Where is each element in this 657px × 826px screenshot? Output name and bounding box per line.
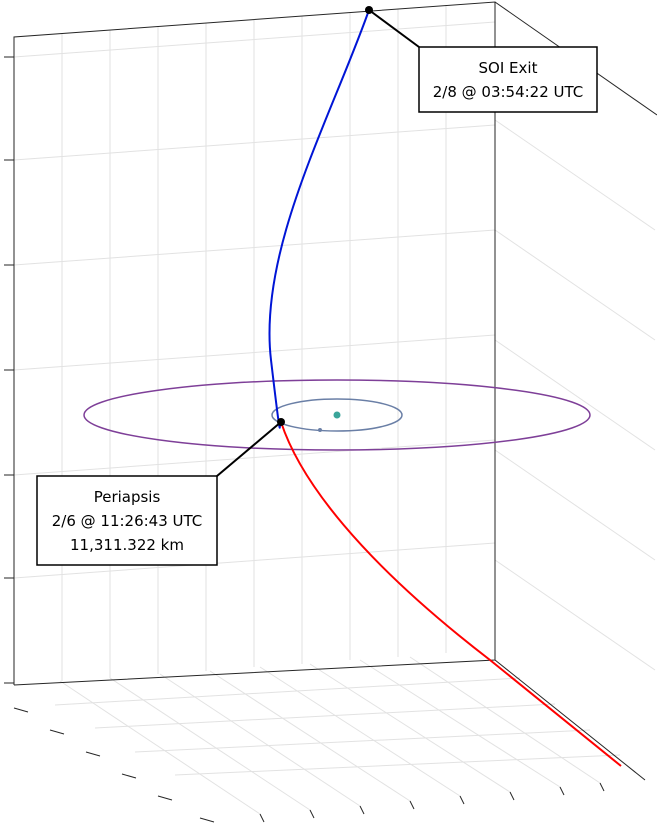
outer-orbit bbox=[83, 379, 591, 451]
inner-orbit bbox=[271, 398, 403, 432]
annotation-text: Periapsis bbox=[94, 488, 161, 506]
moon bbox=[318, 428, 322, 432]
annotation-text: 11,311.322 km bbox=[70, 536, 184, 554]
annotation-text: 2/8 @ 03:54:22 UTC bbox=[433, 83, 584, 101]
leader-line bbox=[216, 421, 282, 477]
leader-line bbox=[368, 9, 420, 48]
annotation-box bbox=[418, 46, 598, 113]
annotation-text: SOI Exit bbox=[479, 59, 538, 77]
annotation-box bbox=[36, 475, 218, 566]
outbound-trajectory bbox=[268, 9, 370, 429]
inbound-trajectory bbox=[280, 421, 622, 767]
annotation-text: 2/6 @ 11:26:43 UTC bbox=[52, 512, 203, 530]
planet bbox=[333, 411, 341, 419]
periapsis-point bbox=[277, 418, 285, 426]
grid bbox=[13, 5, 656, 815]
frame bbox=[4, 1, 657, 823]
soi-exit-point bbox=[365, 6, 373, 14]
